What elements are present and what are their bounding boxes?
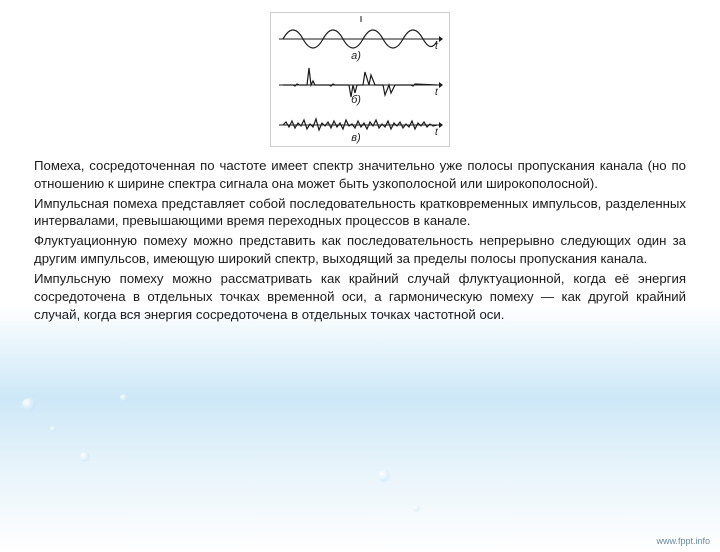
- paragraph: Флуктуационную помеху можно представить …: [34, 232, 686, 268]
- paragraph: Помеха, сосредоточенная по частоте имеет…: [34, 157, 686, 193]
- svg-text:t: t: [435, 127, 439, 138]
- bubble-decoration: [22, 398, 36, 412]
- svg-text:а): а): [351, 50, 361, 62]
- paragraph: Импульсная помеха представляет собой пос…: [34, 195, 686, 231]
- svg-text:t: t: [435, 87, 439, 98]
- svg-text:t: t: [435, 41, 439, 52]
- footer-url: www.fppt.info: [656, 536, 710, 546]
- body-text: Помеха, сосредоточенная по частоте имеет…: [0, 157, 720, 323]
- svg-text:б): б): [351, 94, 361, 106]
- paragraph: Импульсную помеху можно рассматривать ка…: [34, 270, 686, 323]
- svg-text:в): в): [351, 132, 361, 144]
- waveform-figure: t а) t б) t в): [270, 12, 450, 147]
- bubble-decoration: [120, 394, 128, 402]
- bubble-decoration: [413, 505, 420, 512]
- waveform-svg: t а) t б) t в): [271, 13, 451, 148]
- bubble-decoration: [50, 426, 56, 432]
- bubble-decoration: [80, 452, 90, 462]
- bubble-decoration: [378, 470, 390, 482]
